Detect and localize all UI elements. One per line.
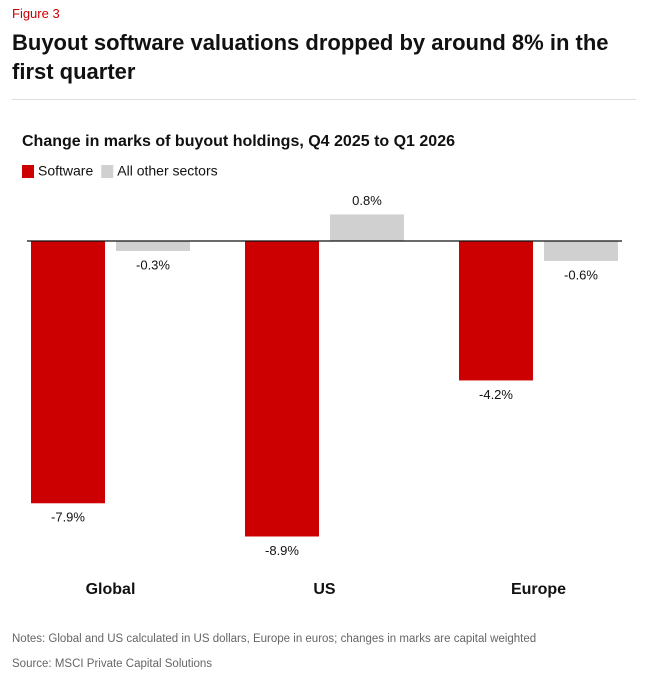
notes: Notes: Global and US calculated in US do…: [12, 633, 537, 645]
divider: [12, 99, 636, 100]
value-label: -8.9%: [265, 543, 299, 558]
x-tick-label: Europe: [511, 581, 566, 598]
bar: [330, 214, 404, 241]
chart: Change in marks of buyout holdings, Q4 2…: [22, 133, 622, 598]
source: Source: MSCI Private Capital Solutions: [12, 658, 213, 670]
bar: [459, 241, 533, 381]
legend-swatch: [22, 165, 34, 178]
legend-label: Software: [38, 163, 93, 179]
value-label: -4.2%: [479, 387, 513, 402]
value-label: 0.8%: [352, 193, 382, 208]
x-tick-label: US: [313, 581, 336, 598]
legend-swatch: [101, 165, 114, 178]
figure-label: Figure 3: [12, 6, 60, 21]
value-label: -0.6%: [564, 267, 598, 282]
x-tick-label: Global: [86, 581, 136, 598]
chart-title: Change in marks of buyout holdings, Q4 2…: [22, 133, 455, 150]
bar: [31, 241, 105, 504]
bar: [116, 241, 190, 251]
bar: [245, 241, 319, 537]
legend-label: All other sectors: [117, 163, 217, 179]
headline: Buyout software valuations dropped by ar…: [12, 30, 609, 84]
bar: [544, 241, 618, 261]
value-label: -0.3%: [136, 257, 170, 272]
value-label: -7.9%: [51, 510, 85, 525]
